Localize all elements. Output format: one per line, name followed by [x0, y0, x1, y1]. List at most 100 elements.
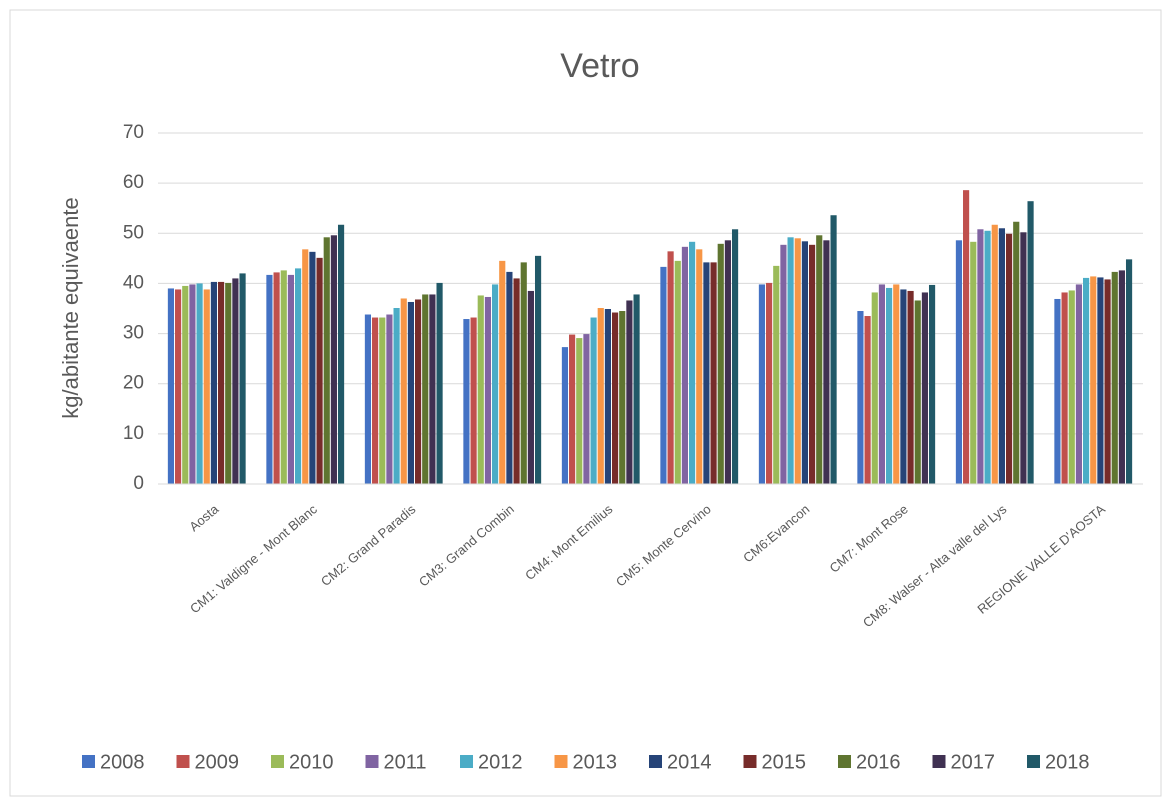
- legend-swatch: [82, 755, 95, 768]
- bar: [955, 240, 963, 484]
- bar: [816, 235, 823, 484]
- legend-swatch: [1027, 755, 1040, 768]
- bar: [1090, 276, 1097, 484]
- bar: [520, 262, 527, 484]
- legend-swatch: [271, 755, 284, 768]
- bar: [724, 240, 731, 484]
- bar: [182, 285, 189, 484]
- bar: [436, 282, 443, 484]
- bar: [302, 249, 309, 484]
- bar: [689, 241, 696, 484]
- bar: [506, 271, 513, 484]
- y-tick-label: 70: [123, 122, 144, 143]
- bar: [878, 284, 886, 484]
- bar: [463, 319, 470, 484]
- bar: [667, 251, 674, 484]
- bar: [429, 294, 436, 484]
- bar: [900, 289, 907, 484]
- y-tick-label: 10: [123, 423, 144, 444]
- bar: [970, 241, 977, 484]
- bar: [477, 295, 484, 484]
- bar: [1020, 232, 1027, 484]
- bar: [400, 298, 407, 484]
- bar: [984, 230, 991, 484]
- bar: [513, 278, 520, 484]
- bar: [203, 289, 210, 484]
- legend-swatch: [838, 755, 851, 768]
- bar: [991, 224, 998, 485]
- bar: [1083, 277, 1090, 484]
- bar: [857, 311, 864, 484]
- bar: [758, 284, 766, 484]
- bar: [484, 296, 492, 484]
- chart-title: Vetro: [560, 47, 639, 85]
- bar: [780, 244, 787, 484]
- bar: [801, 241, 808, 484]
- bar: [907, 290, 914, 484]
- bar: [175, 289, 182, 484]
- bar: [977, 229, 984, 484]
- bar: [470, 317, 477, 484]
- legend-swatch: [743, 755, 757, 768]
- bar: [619, 311, 626, 484]
- bar: [407, 301, 414, 484]
- legend-swatch: [554, 755, 568, 768]
- bar: [1054, 298, 1061, 484]
- y-tick-label: 0: [133, 473, 144, 494]
- bar: [280, 270, 287, 484]
- bar: [1027, 201, 1034, 485]
- bar: [626, 300, 633, 484]
- legend-label: 2010: [289, 751, 334, 773]
- bar: [527, 290, 534, 484]
- bar: [534, 255, 542, 484]
- bar: [1075, 284, 1083, 484]
- bar: [266, 274, 273, 484]
- bar: [604, 309, 611, 484]
- bar: [731, 229, 739, 484]
- bar: [886, 287, 893, 484]
- bar: [323, 237, 330, 484]
- bar: [928, 284, 936, 484]
- y-tick-label: 30: [123, 323, 144, 344]
- bar: [499, 260, 506, 484]
- bar: [864, 316, 871, 484]
- legend-label: 2018: [1045, 751, 1090, 773]
- legend-swatch: [649, 755, 662, 768]
- bar: [681, 246, 689, 484]
- bar: [196, 283, 203, 484]
- bar: [309, 251, 316, 484]
- legend-label: 2008: [100, 751, 145, 773]
- bar: [963, 190, 970, 485]
- bar: [611, 312, 619, 484]
- legend-swatch: [460, 755, 473, 768]
- bar: [372, 317, 379, 484]
- bar: [893, 284, 900, 484]
- bar: [386, 314, 393, 484]
- legend-label: 2012: [478, 751, 523, 773]
- bar: [1111, 271, 1118, 484]
- bar: [710, 262, 717, 484]
- bar: [316, 257, 323, 484]
- bar: [414, 299, 422, 484]
- bar: [492, 284, 499, 484]
- bar: [576, 338, 583, 484]
- bar: [422, 294, 429, 484]
- bar: [561, 347, 569, 484]
- bar: [830, 215, 837, 484]
- bar: [660, 266, 667, 484]
- bar: [674, 260, 681, 484]
- legend-label: 2017: [951, 751, 996, 773]
- bar: [1118, 270, 1125, 484]
- legend-swatch: [176, 755, 190, 768]
- bar: [273, 272, 280, 484]
- bar: [232, 278, 239, 484]
- legend-swatch: [932, 755, 946, 768]
- legend-label: 2011: [384, 751, 427, 773]
- y-tick-label: 20: [123, 373, 144, 394]
- bar: [998, 228, 1005, 484]
- bar: [330, 235, 337, 484]
- bar: [696, 249, 703, 484]
- bar: [717, 243, 724, 484]
- bar: [633, 294, 640, 484]
